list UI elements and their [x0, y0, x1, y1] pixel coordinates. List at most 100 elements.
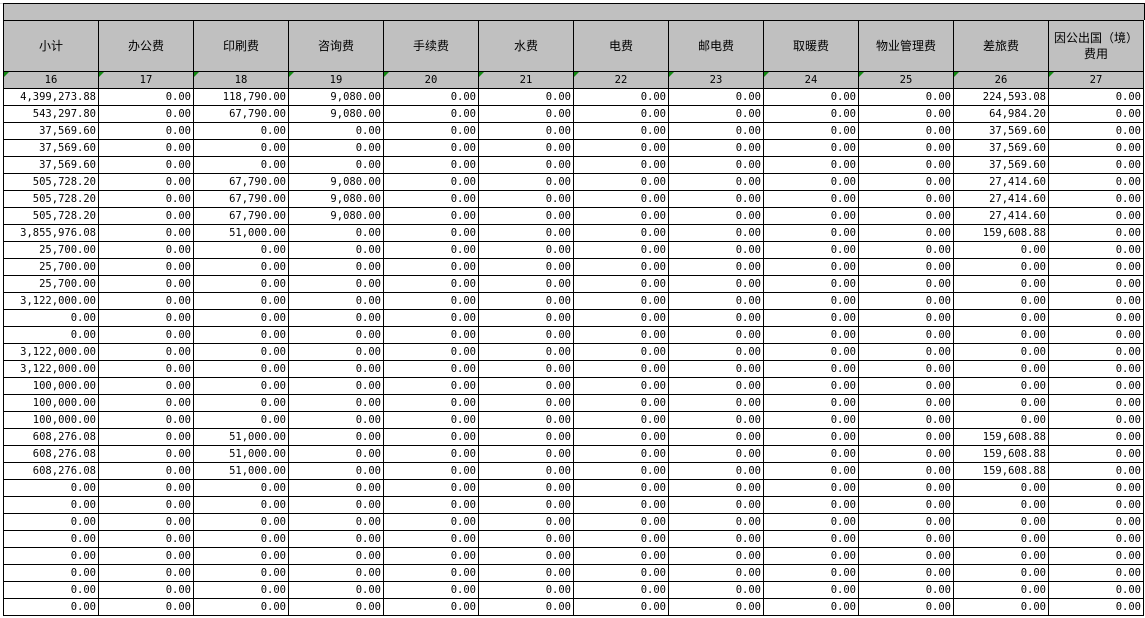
cell[interactable]: 0.00 — [478, 139, 574, 157]
cell[interactable]: 0.00 — [98, 173, 194, 191]
cell[interactable]: 0.00 — [478, 309, 574, 327]
cell[interactable]: 0.00 — [1048, 394, 1144, 412]
cell[interactable]: 0.00 — [193, 241, 289, 259]
cell[interactable]: 0.00 — [668, 411, 764, 429]
cell[interactable]: 505,728.20 — [3, 190, 99, 208]
cell[interactable]: 0.00 — [1048, 377, 1144, 395]
cell[interactable]: 0.00 — [953, 275, 1049, 293]
cell[interactable]: 0.00 — [193, 309, 289, 327]
cell[interactable]: 0.00 — [383, 224, 479, 242]
cell[interactable]: 0.00 — [573, 428, 669, 446]
cell[interactable]: 3,855,976.08 — [3, 224, 99, 242]
cell[interactable]: 0.00 — [668, 581, 764, 599]
cell[interactable]: 51,000.00 — [193, 224, 289, 242]
cell[interactable]: 0.00 — [288, 122, 384, 140]
cell[interactable]: 0.00 — [858, 377, 954, 395]
cell[interactable]: 505,728.20 — [3, 207, 99, 225]
cell[interactable]: 0.00 — [858, 326, 954, 344]
cell[interactable]: 0.00 — [3, 326, 99, 344]
cell[interactable]: 0.00 — [573, 156, 669, 174]
column-number-cell[interactable]: 26 — [953, 71, 1049, 89]
cell[interactable]: 0.00 — [288, 462, 384, 480]
cell[interactable]: 0.00 — [573, 377, 669, 395]
column-number-cell[interactable]: 27 — [1048, 71, 1144, 89]
cell[interactable]: 0.00 — [478, 479, 574, 497]
cell[interactable]: 0.00 — [573, 326, 669, 344]
cell[interactable]: 0.00 — [858, 224, 954, 242]
cell[interactable]: 0.00 — [383, 394, 479, 412]
cell[interactable]: 0.00 — [858, 275, 954, 293]
cell[interactable]: 0.00 — [3, 513, 99, 531]
cell[interactable]: 0.00 — [763, 513, 859, 531]
cell[interactable]: 0.00 — [858, 156, 954, 174]
cell[interactable]: 0.00 — [763, 496, 859, 514]
cell[interactable]: 25,700.00 — [3, 258, 99, 276]
cell[interactable]: 0.00 — [1048, 428, 1144, 446]
cell[interactable]: 0.00 — [383, 377, 479, 395]
cell[interactable]: 608,276.08 — [3, 428, 99, 446]
cell[interactable]: 0.00 — [763, 190, 859, 208]
cell[interactable]: 0.00 — [573, 547, 669, 565]
cell[interactable]: 0.00 — [193, 156, 289, 174]
cell[interactable]: 0.00 — [858, 139, 954, 157]
cell[interactable]: 0.00 — [763, 411, 859, 429]
column-header[interactable]: 因公出国（境）费用 — [1048, 20, 1144, 72]
cell[interactable]: 0.00 — [953, 394, 1049, 412]
cell[interactable]: 0.00 — [858, 173, 954, 191]
cell[interactable]: 0.00 — [193, 598, 289, 616]
column-number-cell[interactable]: 20 — [383, 71, 479, 89]
cell[interactable]: 0.00 — [953, 309, 1049, 327]
cell[interactable]: 0.00 — [383, 462, 479, 480]
cell[interactable]: 0.00 — [478, 292, 574, 310]
cell[interactable]: 0.00 — [1048, 173, 1144, 191]
cell[interactable]: 0.00 — [763, 394, 859, 412]
cell[interactable]: 0.00 — [668, 139, 764, 157]
cell[interactable]: 0.00 — [288, 343, 384, 361]
cell[interactable]: 0.00 — [193, 377, 289, 395]
column-header[interactable]: 手续费 — [383, 20, 479, 72]
cell[interactable]: 27,414.60 — [953, 173, 1049, 191]
cell[interactable]: 0.00 — [573, 207, 669, 225]
column-header[interactable]: 取暖费 — [763, 20, 859, 72]
cell[interactable]: 0.00 — [668, 564, 764, 582]
cell[interactable]: 0.00 — [858, 394, 954, 412]
cell[interactable]: 0.00 — [193, 581, 289, 599]
column-number-cell[interactable]: 22 — [573, 71, 669, 89]
cell[interactable]: 0.00 — [478, 241, 574, 259]
cell[interactable]: 0.00 — [478, 547, 574, 565]
cell[interactable]: 0.00 — [383, 275, 479, 293]
cell[interactable]: 0.00 — [763, 377, 859, 395]
cell[interactable]: 0.00 — [1048, 292, 1144, 310]
cell[interactable]: 0.00 — [383, 513, 479, 531]
cell[interactable]: 0.00 — [763, 241, 859, 259]
column-header[interactable]: 水费 — [478, 20, 574, 72]
cell[interactable]: 0.00 — [858, 462, 954, 480]
cell[interactable]: 0.00 — [478, 496, 574, 514]
cell[interactable]: 0.00 — [668, 224, 764, 242]
cell[interactable]: 0.00 — [953, 343, 1049, 361]
cell[interactable]: 0.00 — [383, 496, 479, 514]
column-number-cell[interactable]: 23 — [668, 71, 764, 89]
cell[interactable]: 0.00 — [763, 581, 859, 599]
cell[interactable]: 0.00 — [193, 275, 289, 293]
cell[interactable]: 0.00 — [98, 411, 194, 429]
cell[interactable]: 0.00 — [763, 173, 859, 191]
cell[interactable]: 0.00 — [763, 428, 859, 446]
cell[interactable]: 0.00 — [763, 479, 859, 497]
cell[interactable]: 0.00 — [288, 598, 384, 616]
cell[interactable]: 543,297.80 — [3, 105, 99, 123]
cell[interactable]: 0.00 — [98, 564, 194, 582]
cell[interactable]: 608,276.08 — [3, 445, 99, 463]
cell[interactable]: 0.00 — [478, 513, 574, 531]
cell[interactable]: 0.00 — [478, 326, 574, 344]
cell[interactable]: 0.00 — [763, 343, 859, 361]
cell[interactable]: 0.00 — [858, 428, 954, 446]
cell[interactable]: 9,080.00 — [288, 190, 384, 208]
cell[interactable]: 51,000.00 — [193, 428, 289, 446]
cell[interactable]: 0.00 — [383, 105, 479, 123]
cell[interactable]: 608,276.08 — [3, 462, 99, 480]
cell[interactable]: 0.00 — [1048, 496, 1144, 514]
cell[interactable]: 0.00 — [668, 479, 764, 497]
cell[interactable]: 0.00 — [953, 292, 1049, 310]
cell[interactable]: 67,790.00 — [193, 190, 289, 208]
